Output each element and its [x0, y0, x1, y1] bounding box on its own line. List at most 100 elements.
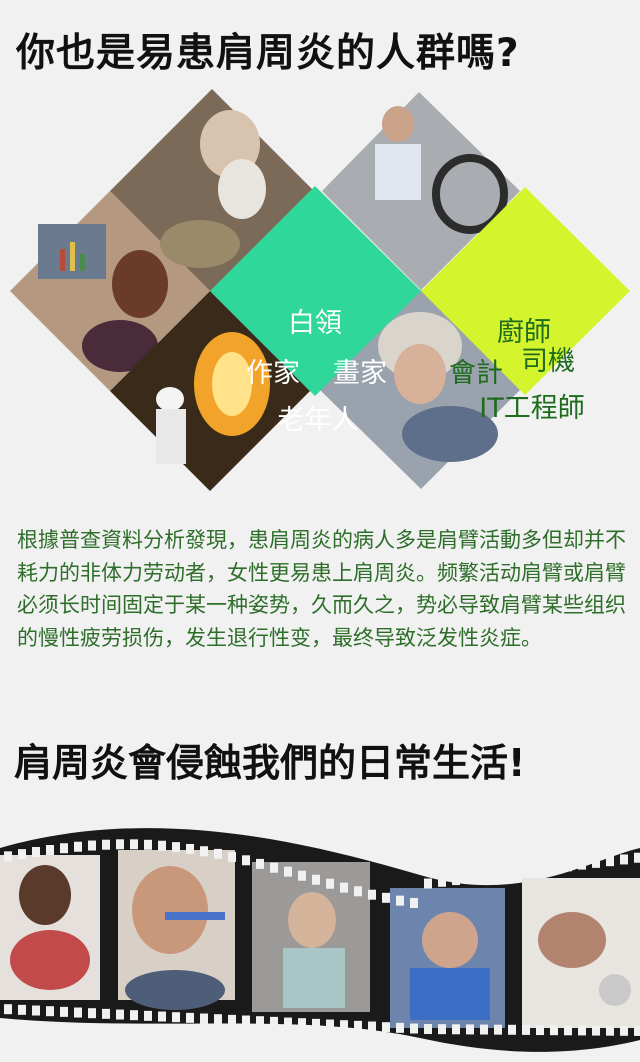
sprocket-hole [536, 1025, 544, 1036]
sprocket-hole [60, 1006, 68, 1017]
sprocket-hole [18, 849, 26, 860]
sprocket-hole [354, 886, 362, 897]
sprocket-hole [396, 1022, 404, 1033]
sprocket-hole [508, 1024, 516, 1035]
sprocket-hole [592, 857, 600, 868]
frame-man-brushing-teeth [118, 850, 235, 1010]
sprocket-hole [172, 1012, 180, 1023]
sprocket-hole [200, 1013, 208, 1024]
sprocket-hole [382, 892, 390, 903]
sprocket-hole [270, 1016, 278, 1027]
sprocket-hole [88, 840, 96, 851]
sprocket-hole [60, 843, 68, 854]
sprocket-hole [298, 1018, 306, 1029]
sprocket-hole [634, 1025, 640, 1036]
sprocket-hole [214, 848, 222, 859]
sprocket-hole [634, 852, 640, 863]
sprocket-hole [144, 1010, 152, 1021]
sprocket-hole [102, 1008, 110, 1019]
sprocket-hole [620, 854, 628, 865]
sprocket-hole [620, 1025, 628, 1036]
sprocket-hole [578, 1025, 586, 1036]
sprocket-hole [256, 1016, 264, 1027]
sprocket-hole [578, 859, 586, 870]
sprocket-hole [270, 862, 278, 873]
sprocket-hole [228, 851, 236, 862]
occupation-label-accountant: 會計 [449, 358, 503, 389]
sprocket-hole [564, 1025, 572, 1036]
sprocket-hole [312, 1018, 320, 1029]
sprocket-hole [606, 1025, 614, 1036]
sprocket-hole [298, 870, 306, 881]
sprocket-hole [550, 1025, 558, 1036]
occupation-label-it-engineer: IT工程師 [479, 393, 584, 424]
occupation-label-white-collar: 白領 [288, 308, 342, 339]
sprocket-hole [158, 1011, 166, 1022]
occupation-label-writer: 作家 [246, 358, 300, 389]
sprocket-hole [284, 866, 292, 877]
occupation-label-elderly: 老年人 [278, 405, 359, 436]
sprocket-hole [284, 1017, 292, 1028]
sprocket-hole [494, 1024, 502, 1035]
sprocket-hole [46, 1006, 54, 1017]
office-occupations-diamond [210, 186, 421, 396]
sprocket-hole [102, 839, 110, 850]
sprocket-hole [424, 1024, 432, 1035]
sprocket-hole [340, 1020, 348, 1031]
sprocket-hole [32, 1005, 40, 1016]
survey-description: 根據普查資料分析發現，患肩周炎的病人多是肩臂活動多但却并不耗力的非体力劳动者，女… [17, 528, 626, 650]
sprocket-hole [256, 858, 264, 869]
sprocket-hole [74, 841, 82, 852]
sprocket-hole [550, 863, 558, 874]
sprocket-hole [368, 889, 376, 900]
occupation-mosaic: 白領 作家 畫家 老年人 廚師 會計 司機 IT工程師 [10, 89, 630, 491]
sprocket-hole [130, 839, 138, 850]
sprocket-hole [564, 861, 572, 872]
film-strip [0, 828, 640, 1052]
sprocket-hole [242, 1015, 250, 1026]
service-occupations-diamond [421, 187, 630, 395]
sprocket-hole [158, 840, 166, 851]
sprocket-hole [438, 876, 446, 887]
frame-man-shoulder-pain-at-desk [390, 888, 505, 1028]
sprocket-hole [424, 878, 432, 889]
sprocket-hole [46, 844, 54, 855]
truck-driver-photo [322, 92, 520, 290]
sprocket-hole [200, 846, 208, 857]
sprocket-hole [340, 882, 348, 893]
sprocket-hole [522, 1024, 530, 1035]
sprocket-hole [522, 866, 530, 877]
sprocket-hole [4, 1004, 12, 1015]
sprocket-hole [508, 868, 516, 879]
sprocket-hole [228, 1014, 236, 1025]
sprocket-hole [116, 1009, 124, 1020]
sprocket-hole [130, 1010, 138, 1021]
sprocket-hole [466, 873, 474, 884]
frame-woman-stiff-neck [252, 862, 370, 1012]
sprocket-hole [354, 1020, 362, 1031]
sprocket-hole [368, 1021, 376, 1032]
sprocket-hole [116, 839, 124, 850]
sprocket-hole [32, 846, 40, 857]
sprocket-hole [382, 1022, 390, 1033]
frame-woman-neck-pain [0, 855, 100, 1000]
sprocket-hole [480, 871, 488, 882]
sprocket-hole [410, 1023, 418, 1034]
sprocket-hole [466, 1024, 474, 1035]
sprocket-hole [312, 874, 320, 885]
occupation-label-chef: 廚師 [497, 317, 551, 348]
occupation-label-driver: 司機 [521, 346, 575, 377]
sprocket-hole [606, 856, 614, 867]
sprocket-hole [88, 1008, 96, 1019]
sprocket-hole [186, 1012, 194, 1023]
occupation-label-painter: 畫家 [333, 358, 387, 389]
section-title: 肩周炎會侵蝕我們的日常生活! [14, 741, 526, 785]
sprocket-hole [480, 1024, 488, 1035]
sprocket-holes [4, 839, 640, 1036]
sprocket-hole [326, 878, 334, 889]
sprocket-hole [4, 851, 12, 862]
frame-woman-insomnia [522, 878, 640, 1028]
sprocket-hole [144, 839, 152, 850]
sprocket-hole [74, 1007, 82, 1018]
sprocket-hole [18, 1004, 26, 1015]
